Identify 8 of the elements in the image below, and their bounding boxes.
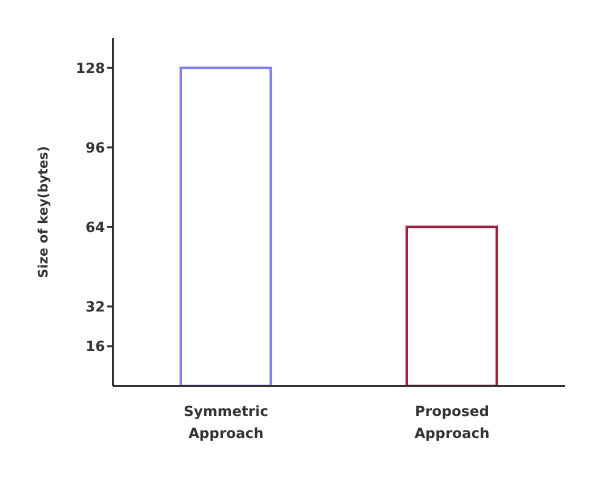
y-axis-title: Size of key(bytes)	[36, 146, 52, 278]
x-tick-label: Proposed Approach	[414, 404, 490, 442]
y-tick-label: 96	[86, 140, 105, 156]
y-tick-label: 16	[86, 339, 105, 356]
y-tick-label: 32	[86, 299, 105, 316]
y-tick-label: 64	[86, 220, 106, 236]
x-tick-label: Symmetric Approach	[184, 404, 268, 442]
y-tick-label: 128	[76, 60, 105, 77]
